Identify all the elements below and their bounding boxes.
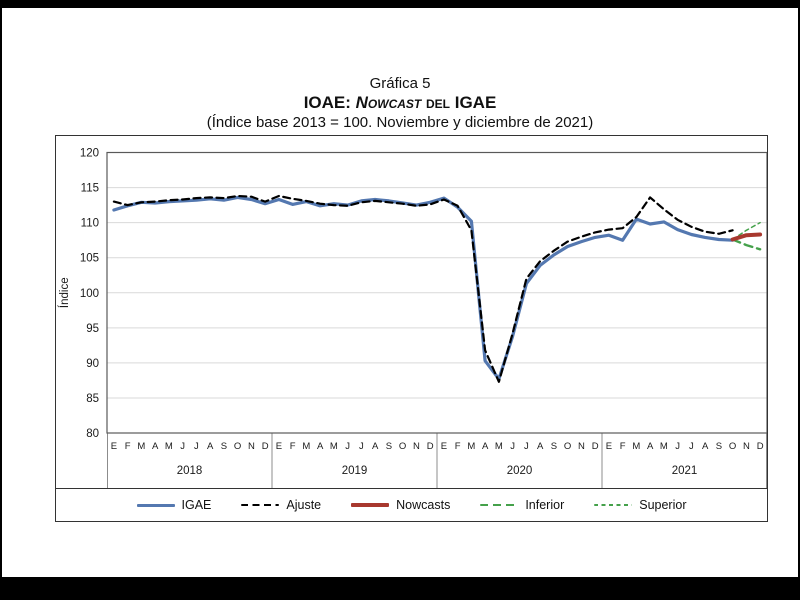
x-axis-month-label: N <box>578 441 585 452</box>
x-axis-month-label: O <box>729 441 736 452</box>
x-axis-month-label: J <box>359 441 364 452</box>
legend-item-ajuste: Ajuste <box>241 498 321 512</box>
legend-swatch-superior <box>594 504 633 506</box>
x-axis-month-label: J <box>345 441 350 452</box>
x-axis-month-label: J <box>675 441 680 452</box>
x-axis-month-label: A <box>372 441 379 452</box>
x-axis-month-label: A <box>647 441 654 452</box>
x-axis-month-label: A <box>702 441 709 452</box>
legend-label: Superior <box>639 498 687 512</box>
series-line-inferior <box>731 238 762 251</box>
x-axis-month-label: E <box>276 441 282 452</box>
x-axis-month-label: F <box>290 441 296 452</box>
x-axis-month-label: E <box>606 441 612 452</box>
x-axis-month-label: M <box>302 441 310 452</box>
y-axis-title: Índice <box>58 277 71 308</box>
x-axis-month-label: S <box>716 441 722 452</box>
y-axis-tick-label: 120 <box>80 148 99 160</box>
y-axis-tick-label: 90 <box>86 358 99 370</box>
x-axis-month-label: J <box>510 441 515 452</box>
series-line-superior <box>731 221 761 241</box>
series-line-igae <box>112 195 735 381</box>
x-axis-month-label: A <box>537 441 544 452</box>
x-axis-month-label: D <box>262 441 269 452</box>
chart-number-title: Gráfica 5 <box>369 75 431 92</box>
x-axis-month-label: F <box>125 441 131 452</box>
legend-label: Inferior <box>525 498 565 512</box>
x-axis-month-label: N <box>413 441 420 452</box>
chart-titles: Gráfica 5 IOAE: Nowcast del IGAE (Índice… <box>2 74 798 132</box>
x-axis-month-label: N <box>248 441 255 452</box>
chart-legend: IGAE Ajuste Nowcasts Inferior Superior <box>56 488 767 521</box>
x-axis-month-label: D <box>592 441 599 452</box>
y-axis-tick-label: 105 <box>80 253 99 265</box>
legend-label: Ajuste <box>286 498 322 512</box>
x-axis-month-label: J <box>689 441 694 452</box>
series-line-ajuste <box>112 194 734 383</box>
x-axis-month-label: M <box>660 441 668 452</box>
x-axis-month-label: A <box>482 441 489 452</box>
x-axis-month-label: J <box>194 441 199 452</box>
legend-label: Nowcasts <box>396 498 451 512</box>
chart-subtitle: (Índice base 2013 = 100. Noviembre y dic… <box>206 114 594 131</box>
x-axis-month-label: M <box>165 441 173 452</box>
x-axis-month-label: D <box>427 441 434 452</box>
x-axis-month-label: S <box>386 441 392 452</box>
y-axis-tick-label: 80 <box>86 428 99 440</box>
legend-swatch-inferior <box>480 504 519 506</box>
series-line-nowcasts <box>730 232 763 242</box>
x-axis-year-label: 2020 <box>507 465 533 477</box>
x-axis-month-label: M <box>495 441 503 452</box>
x-axis-month-label: S <box>551 441 557 452</box>
x-axis-year-label: 2019 <box>342 465 368 477</box>
y-axis-tick-label: 85 <box>86 393 99 405</box>
legend-swatch-nowcasts <box>351 503 390 507</box>
chart-main-title: IOAE: Nowcast del IGAE <box>303 93 497 112</box>
x-axis-month-label: J <box>180 441 185 452</box>
x-axis-month-label: E <box>111 441 117 452</box>
legend-swatch-ajuste <box>241 504 280 506</box>
legend-item-nowcasts: Nowcasts <box>351 498 450 512</box>
legend-swatch-igae <box>136 503 175 507</box>
x-axis-month-label: A <box>152 441 159 452</box>
legend-item-igae: IGAE <box>136 498 212 512</box>
x-axis-month-label: F <box>455 441 461 452</box>
legend-label: IGAE <box>181 498 212 512</box>
slide-background: Gráfica 5 IOAE: Nowcast del IGAE (Índice… <box>2 8 798 577</box>
x-axis-month-label: O <box>564 441 571 452</box>
x-axis-year-label: 2021 <box>672 465 698 477</box>
x-axis-year-label: 2018 <box>177 465 203 477</box>
x-axis-month-label: D <box>757 441 764 452</box>
x-axis-month-label: O <box>399 441 406 452</box>
x-axis-month-label: E <box>441 441 447 452</box>
x-axis-month-label: N <box>743 441 750 452</box>
y-axis-tick-label: 95 <box>86 323 99 335</box>
x-axis-month-label: M <box>330 441 338 452</box>
plot-frame <box>106 151 767 434</box>
x-axis-month-label: M <box>137 441 145 452</box>
y-axis-tick-label: 115 <box>81 183 99 195</box>
x-axis-month-label: M <box>632 441 640 452</box>
x-axis-month-label: A <box>207 441 214 452</box>
x-axis-month-label: S <box>221 441 227 452</box>
legend-item-superior: Superior <box>594 498 686 512</box>
x-axis-month-label: A <box>317 441 324 452</box>
x-axis-month-label: J <box>524 441 529 452</box>
y-axis-tick-label: 100 <box>80 288 99 300</box>
x-axis-month-label: M <box>467 441 475 452</box>
y-axis-tick-label: 110 <box>81 218 99 230</box>
legend-item-inferior: Inferior <box>480 498 564 512</box>
chart-area: 80 85 90 95 100 105 110 115 120 Índice E F M A M J J A S O N… <box>55 135 768 522</box>
x-axis-month-label: O <box>234 441 241 452</box>
x-axis-month-label: F <box>620 441 626 452</box>
